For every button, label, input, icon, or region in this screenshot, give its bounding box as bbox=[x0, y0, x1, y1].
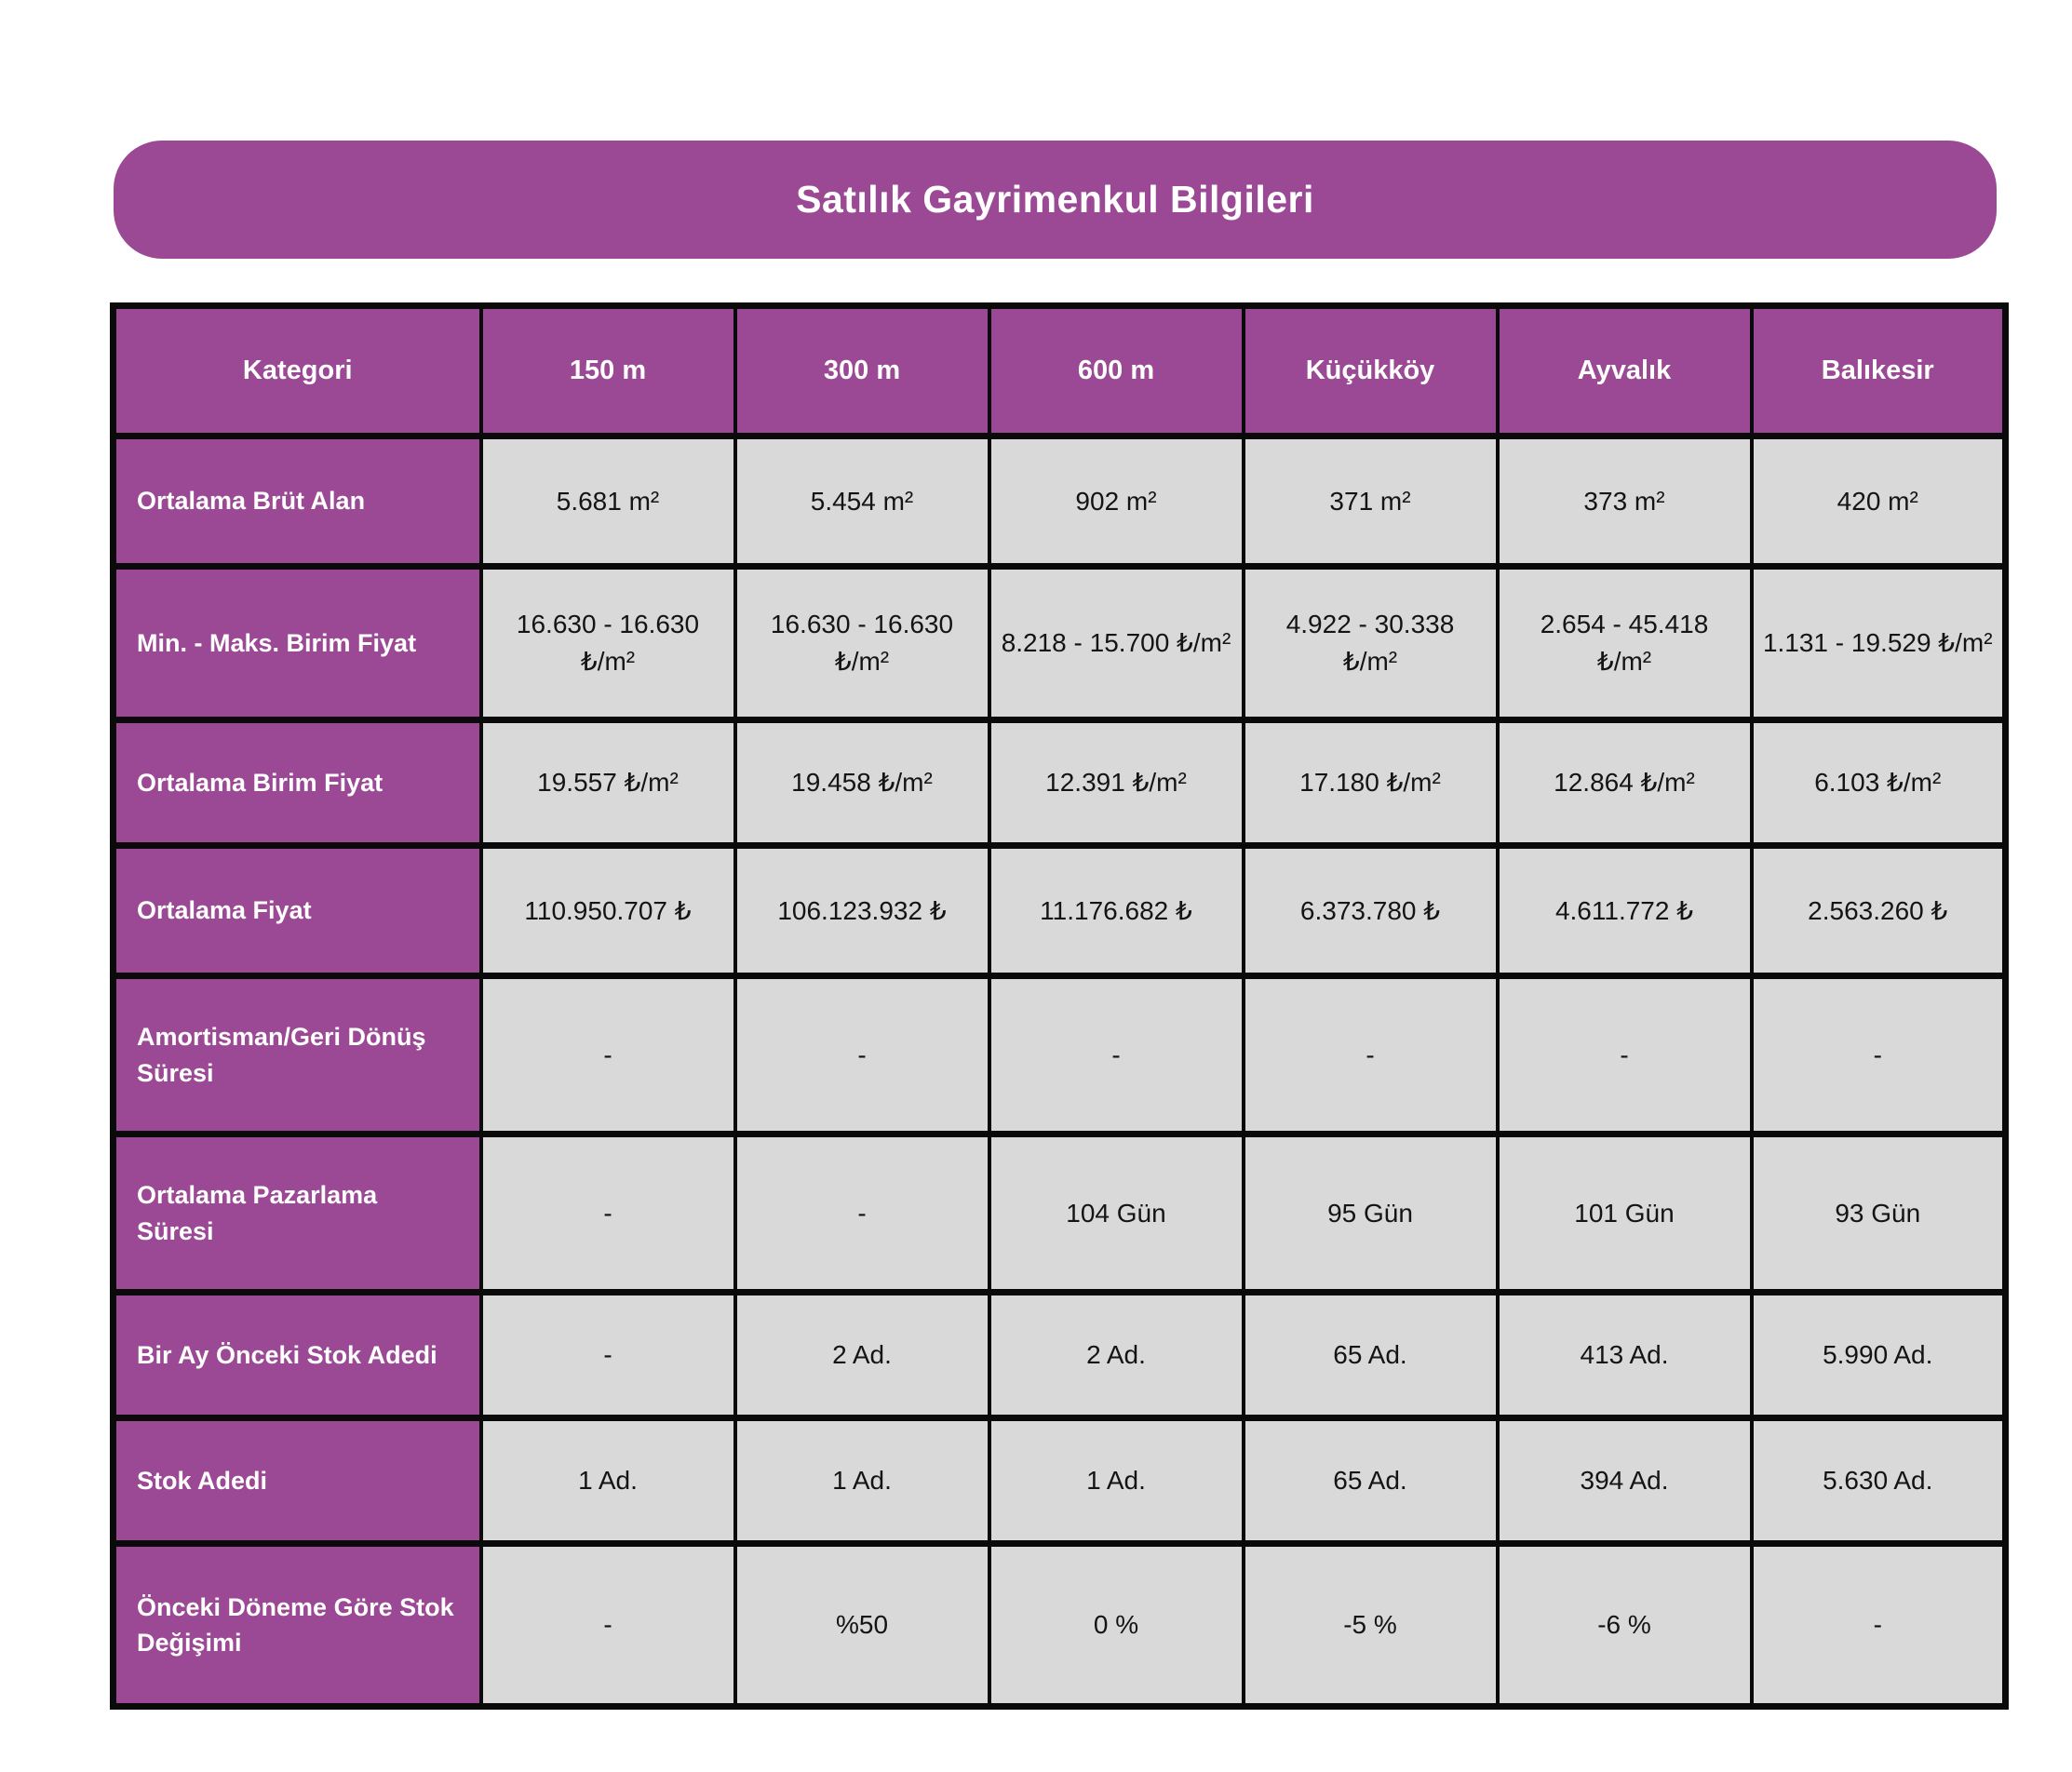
table-row: Stok Adedi 1 Ad. 1 Ad. 1 Ad. 65 Ad. 394 Ad. 5.… bbox=[111, 1415, 2008, 1547]
table-cell: 12.864 ₺/m² bbox=[1495, 717, 1754, 849]
row-label: Amortisman/Geri Dönüş Süresi bbox=[111, 973, 483, 1137]
column-header: 300 m bbox=[733, 302, 991, 439]
table-cell: 110.950.707 ₺ bbox=[478, 842, 737, 979]
table-cell: 5.681 m² bbox=[478, 433, 737, 570]
table-cell: - bbox=[478, 973, 737, 1137]
column-header: Ayvalık bbox=[1495, 302, 1754, 439]
table-cell: 106.123.932 ₺ bbox=[733, 842, 991, 979]
table-cell: 65 Ad. bbox=[1241, 1415, 1500, 1547]
table-cell: 0 % bbox=[987, 1540, 1245, 1710]
table-cell: 420 m² bbox=[1749, 433, 2008, 570]
table-cell: 95 Gün bbox=[1241, 1131, 1500, 1295]
row-label: Bir Ay Önceki Stok Adedi bbox=[111, 1289, 483, 1421]
table-cell: -5 % bbox=[1241, 1540, 1500, 1710]
table-cell: 12.391 ₺/m² bbox=[987, 717, 1245, 849]
table-cell: 4.922 - 30.338 ₺/m² bbox=[1241, 563, 1500, 723]
table-cell: 8.218 - 15.700 ₺/m² bbox=[987, 563, 1245, 723]
table-cell: 1 Ad. bbox=[733, 1415, 991, 1547]
table-cell: 373 m² bbox=[1495, 433, 1754, 570]
table-cell: 65 Ad. bbox=[1241, 1289, 1500, 1421]
table-cell: - bbox=[478, 1540, 737, 1710]
row-label: Ortalama Fiyat bbox=[111, 842, 483, 979]
table-cell: - bbox=[733, 973, 991, 1137]
table-row: Önceki Döneme Göre Stok Değişimi - %50 0 % -… bbox=[111, 1540, 2008, 1710]
table-cell: 5.630 Ad. bbox=[1749, 1415, 2008, 1547]
table-cell: 104 Gün bbox=[987, 1131, 1245, 1295]
table-cell: - bbox=[478, 1131, 737, 1295]
table-cell: 2 Ad. bbox=[733, 1289, 991, 1421]
column-header: Kategori bbox=[111, 302, 483, 439]
table-row: Ortalama Pazarlama Süresi - -104 Gün 95 Gün… bbox=[111, 1131, 2008, 1295]
row-label: Stok Adedi bbox=[111, 1415, 483, 1547]
table-cell: 1.131 - 19.529 ₺/m² bbox=[1749, 563, 2008, 723]
table-cell: 6.373.780 ₺ bbox=[1241, 842, 1500, 979]
column-header: Balıkesir bbox=[1749, 302, 2008, 439]
column-header: 600 m bbox=[987, 302, 1245, 439]
table-cell: 394 Ad. bbox=[1495, 1415, 1754, 1547]
table-cell: - bbox=[1749, 973, 2008, 1137]
table-cell: 1 Ad. bbox=[987, 1415, 1245, 1547]
table-cell: - bbox=[733, 1131, 991, 1295]
table-body: Ortalama Brüt Alan 5.681 m² 5.454 m² 902 m²… bbox=[111, 433, 2008, 1710]
title-banner: Satılık Gayrimenkul Bilgileri bbox=[114, 141, 1997, 259]
table-cell: 5.454 m² bbox=[733, 433, 991, 570]
row-label: Min. - Maks. Birim Fiyat bbox=[111, 563, 483, 723]
header-row: Kategori 150 m 300 m 600 m Küçükköy Ayvalık Ba… bbox=[111, 302, 2008, 439]
row-label: Ortalama Birim Fiyat bbox=[111, 717, 483, 849]
table-cell: 19.458 ₺/m² bbox=[733, 717, 991, 849]
table-cell: 16.630 - 16.630 ₺/m² bbox=[733, 563, 991, 723]
row-label: Ortalama Pazarlama Süresi bbox=[111, 1131, 483, 1295]
row-label: Ortalama Brüt Alan bbox=[111, 433, 483, 570]
table-cell: 93 Gün bbox=[1749, 1131, 2008, 1295]
table-cell: 2.563.260 ₺ bbox=[1749, 842, 2008, 979]
table-cell: 101 Gün bbox=[1495, 1131, 1754, 1295]
table-row: Ortalama Fiyat 110.950.707 ₺ 106.123.932 ₺… bbox=[111, 842, 2008, 979]
table-head: Kategori 150 m 300 m 600 m Küçükköy Ayvalık Ba… bbox=[111, 302, 2008, 439]
table-row: Min. - Maks. Birim Fiyat 16.630 - 16.630 … bbox=[111, 563, 2008, 723]
column-header: 150 m bbox=[478, 302, 737, 439]
table-cell: 11.176.682 ₺ bbox=[987, 842, 1245, 979]
table-cell: - bbox=[1749, 1540, 2008, 1710]
table-cell: 2.654 - 45.418 ₺/m² bbox=[1495, 563, 1754, 723]
row-label: Önceki Döneme Göre Stok Değişimi bbox=[111, 1540, 483, 1710]
real-estate-table: Kategori 150 m 300 m 600 m Küçükköy Ayvalık Ba… bbox=[110, 302, 2009, 1710]
table-row: Bir Ay Önceki Stok Adedi -2 Ad. 2 Ad. 65 Ad… bbox=[111, 1289, 2008, 1421]
table-cell: 1 Ad. bbox=[478, 1415, 737, 1547]
table-cell: -6 % bbox=[1495, 1540, 1754, 1710]
table-cell: 4.611.772 ₺ bbox=[1495, 842, 1754, 979]
table-cell: 413 Ad. bbox=[1495, 1289, 1754, 1421]
table-cell: 2 Ad. bbox=[987, 1289, 1245, 1421]
table-cell: 5.990 Ad. bbox=[1749, 1289, 2008, 1421]
table-cell: 6.103 ₺/m² bbox=[1749, 717, 2008, 849]
table-row: Ortalama Brüt Alan 5.681 m² 5.454 m² 902 m²… bbox=[111, 433, 2008, 570]
table-cell: 17.180 ₺/m² bbox=[1241, 717, 1500, 849]
column-header: Küçükköy bbox=[1241, 302, 1500, 439]
table-cell: - bbox=[1495, 973, 1754, 1137]
table-cell: 16.630 - 16.630 ₺/m² bbox=[478, 563, 737, 723]
page-title: Satılık Gayrimenkul Bilgileri bbox=[796, 178, 1314, 221]
table-cell: 902 m² bbox=[987, 433, 1245, 570]
table-cell: - bbox=[478, 1289, 737, 1421]
table-cell: 371 m² bbox=[1241, 433, 1500, 570]
table-row: Amortisman/Geri Dönüş Süresi - - - - - - bbox=[111, 973, 2008, 1137]
table-cell: - bbox=[987, 973, 1245, 1137]
table-cell: - bbox=[1241, 973, 1500, 1137]
table-cell: 19.557 ₺/m² bbox=[478, 717, 737, 849]
table-row: Ortalama Birim Fiyat 19.557 ₺/m² 19.458 ₺/… bbox=[111, 717, 2008, 849]
table-cell: %50 bbox=[733, 1540, 991, 1710]
